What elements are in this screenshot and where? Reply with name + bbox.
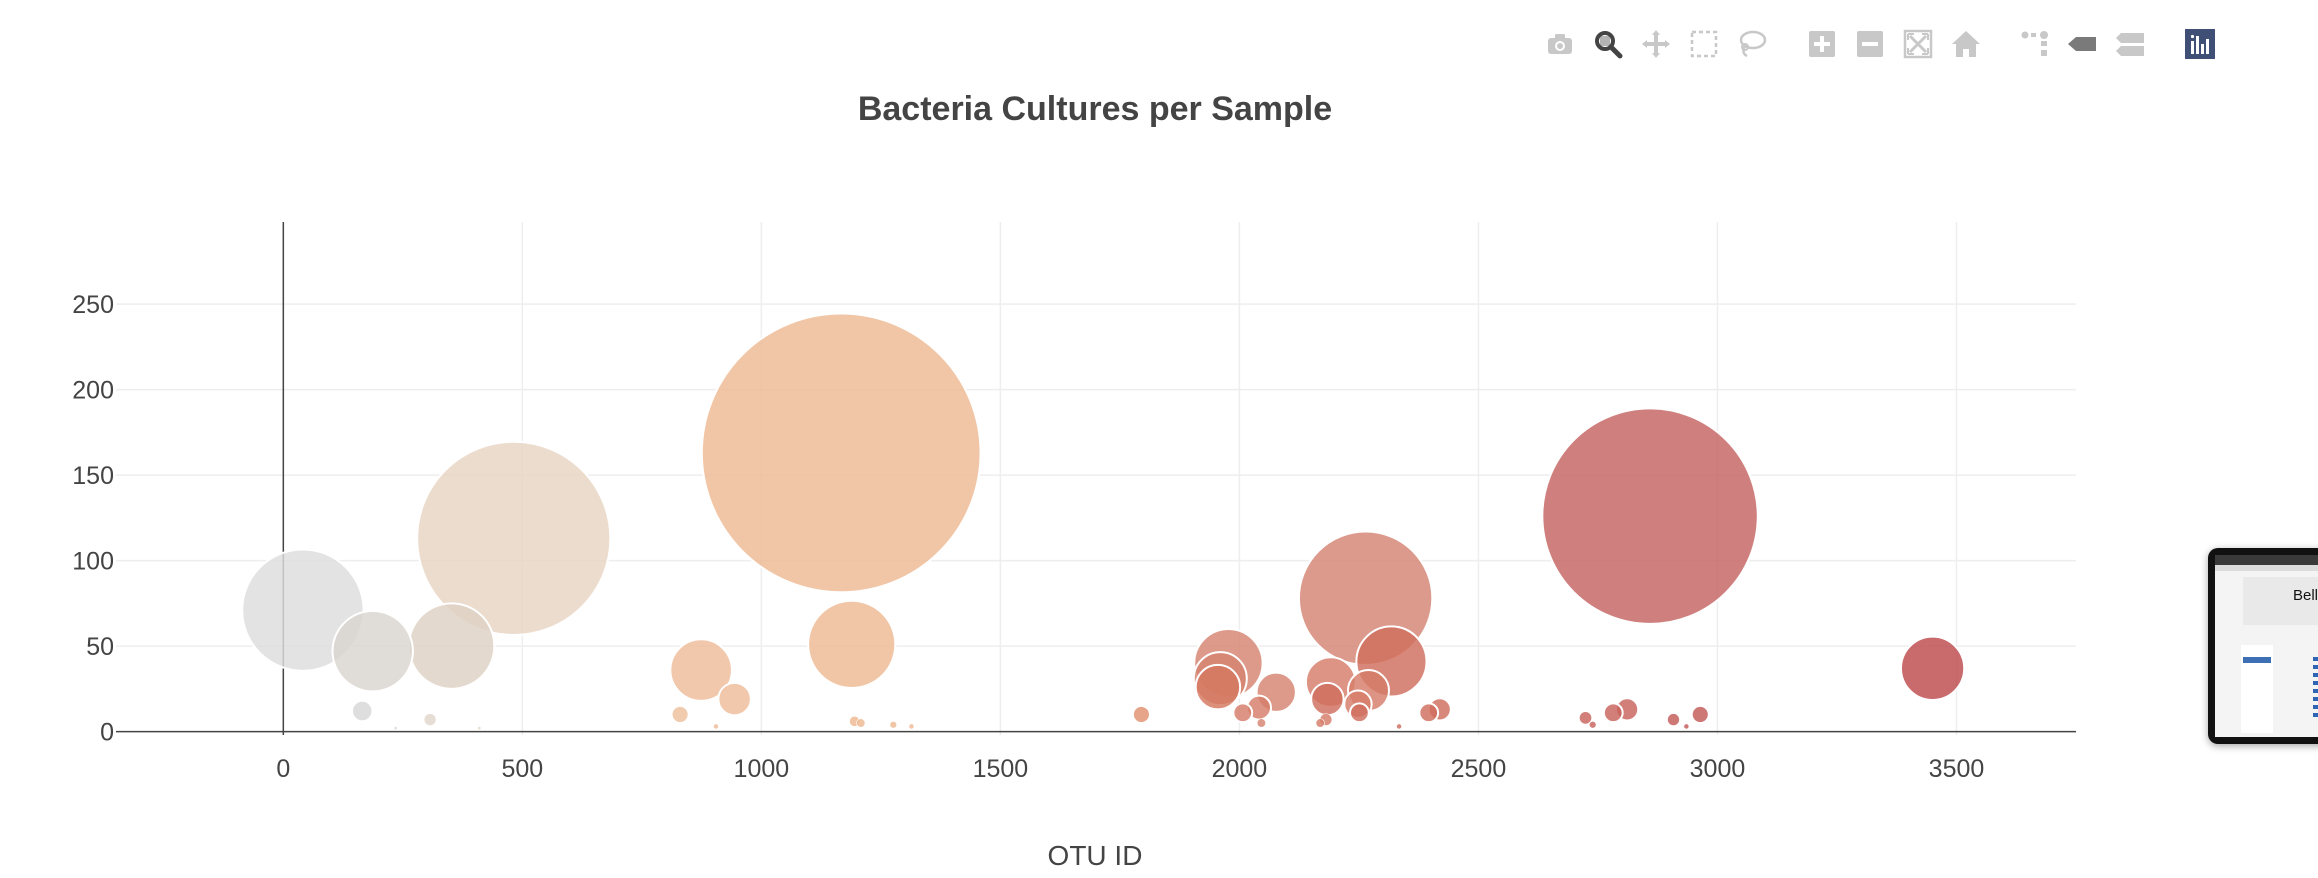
y-tick-label: 0 xyxy=(100,719,114,747)
thumbnail-hero xyxy=(2243,577,2318,625)
thumbnail-sidebar xyxy=(2241,645,2273,733)
y-tick-label: 150 xyxy=(72,462,114,490)
zoom-icon xyxy=(1595,31,1623,59)
x-tick-label: 2000 xyxy=(1212,755,1268,783)
plotly-logo-icon xyxy=(2185,29,2215,59)
bubble-marker[interactable] xyxy=(1683,723,1690,730)
bubble-marker[interactable] xyxy=(889,721,898,729)
bubble-marker[interactable] xyxy=(1315,718,1325,728)
bubble-marker[interactable] xyxy=(1602,702,1624,724)
chart-title: Bacteria Cultures per Sample xyxy=(858,90,1332,128)
x-tick-label: 0 xyxy=(276,755,290,783)
lasso-select-icon xyxy=(1739,30,1767,58)
bubble-marker[interactable] xyxy=(1232,702,1254,724)
bubble-marker[interactable] xyxy=(1396,723,1402,730)
autoscale-icon xyxy=(1903,29,1933,59)
y-tick-label: 100 xyxy=(72,548,114,576)
x-axis-title: OTU ID xyxy=(1048,840,1143,871)
box-select-button[interactable] xyxy=(1684,24,1724,64)
bubble-marker[interactable] xyxy=(407,602,496,690)
spike-lines-icon xyxy=(2021,31,2048,56)
bubble-marker[interactable] xyxy=(1194,663,1242,711)
thumbnail-heading: Belly xyxy=(2293,587,2318,604)
zoom-button[interactable] xyxy=(1588,24,1628,64)
bubble-marker[interactable] xyxy=(670,704,690,725)
hover-closest-button[interactable] xyxy=(2062,24,2102,64)
bubble-marker[interactable] xyxy=(1577,710,1594,726)
bubble-marker[interactable] xyxy=(717,681,752,717)
camera-button[interactable] xyxy=(1540,24,1580,64)
tick-label-layer: 0 500 1000 1500 2000 2500 3000 3500 0 50 100 150 200… xyxy=(72,291,1984,783)
reset-axes-icon xyxy=(1952,31,1980,57)
hover-closest-icon xyxy=(2068,37,2096,51)
thumbnail-url-bar xyxy=(2215,565,2318,571)
bubble-marker[interactable] xyxy=(416,440,612,636)
thumbnail-browser-bar xyxy=(2215,555,2318,565)
x-tick-label: 3000 xyxy=(1690,755,1746,783)
zoom-out-button[interactable] xyxy=(1850,24,1890,64)
bubble-marker[interactable] xyxy=(477,726,482,731)
x-tick-label: 3500 xyxy=(1929,755,1985,783)
marker-layer[interactable] xyxy=(241,312,1966,731)
grid-layer xyxy=(116,222,2076,735)
x-tick-label: 2500 xyxy=(1451,755,1507,783)
bubble-marker[interactable] xyxy=(331,610,414,693)
spike-lines-button[interactable] xyxy=(2014,24,2054,64)
pan-button[interactable] xyxy=(1636,24,1676,64)
bubble-marker[interactable] xyxy=(1310,681,1345,717)
lasso-select-button[interactable] xyxy=(1732,24,1772,64)
bubble-marker[interactable] xyxy=(393,726,398,731)
y-tick-label: 250 xyxy=(72,291,114,319)
bubble-marker[interactable] xyxy=(1588,721,1597,729)
x-tick-label: 1500 xyxy=(973,755,1029,783)
zoom-in-icon xyxy=(1809,31,1835,57)
reset-axes-button[interactable] xyxy=(1946,24,1986,64)
bubble-marker[interactable] xyxy=(669,638,733,702)
zoom-out-icon xyxy=(1857,31,1883,57)
x-tick-label: 1000 xyxy=(734,755,790,783)
bubble-marker[interactable] xyxy=(700,312,982,594)
bubble-marker[interactable] xyxy=(807,599,897,689)
zoom-in-button[interactable] xyxy=(1802,24,1842,64)
y-tick-label: 200 xyxy=(72,377,114,405)
x-tick-label: 500 xyxy=(501,755,543,783)
bubble-marker[interactable] xyxy=(423,713,437,726)
preview-thumbnail[interactable]: Belly xyxy=(2208,548,2318,744)
bubble-marker[interactable] xyxy=(1667,713,1680,726)
bubble-marker[interactable] xyxy=(908,723,915,730)
bubble-marker[interactable] xyxy=(1131,704,1151,725)
bubble-marker[interactable] xyxy=(350,699,374,723)
bubble-marker[interactable] xyxy=(856,718,866,728)
box-select-icon xyxy=(1690,30,1718,58)
pan-icon xyxy=(1642,30,1670,58)
camera-icon xyxy=(1548,34,1572,54)
hover-compare-button[interactable] xyxy=(2110,24,2150,64)
thumbnail-screen: Belly xyxy=(2215,555,2318,737)
bubble-marker[interactable] xyxy=(1541,407,1759,625)
bubble-marker[interactable] xyxy=(1690,704,1710,725)
autoscale-button[interactable] xyxy=(1898,24,1938,64)
bubble-marker[interactable] xyxy=(1256,718,1266,728)
bubble-marker[interactable] xyxy=(713,723,719,730)
y-tick-label: 50 xyxy=(86,633,114,661)
thumbnail-bar-chart xyxy=(2313,657,2318,737)
bubble-marker[interactable] xyxy=(1418,702,1440,724)
bubble-marker[interactable] xyxy=(1348,702,1370,724)
plotly-logo-button[interactable] xyxy=(2180,24,2220,64)
hover-compare-icon xyxy=(2116,33,2144,56)
bubble-marker[interactable] xyxy=(1899,635,1966,701)
